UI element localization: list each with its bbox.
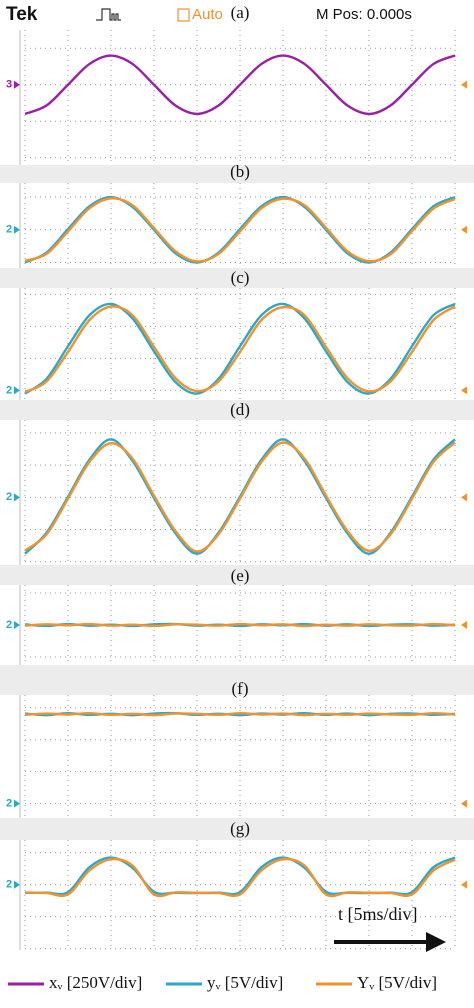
channel-marker: 2 <box>6 798 12 810</box>
legend-label: xᵥ [250V/div] <box>49 973 142 992</box>
channel-arrow <box>14 80 20 89</box>
panel-gap <box>0 165 474 183</box>
position: M Pos: 0.000s <box>316 6 412 23</box>
time-arrow-head <box>426 932 446 952</box>
panel-label: (e) <box>231 566 250 585</box>
panel-gap <box>0 818 474 840</box>
waveform <box>24 54 456 116</box>
panel: 2 (b) <box>0 162 474 268</box>
channel-arrow <box>14 621 20 629</box>
waveform <box>24 441 456 553</box>
trigger-mode: Auto <box>192 6 223 23</box>
panel: 2 (e) <box>0 565 474 665</box>
trigger-box <box>177 8 190 22</box>
channel-arrow <box>14 493 20 502</box>
ref-arrow <box>461 386 467 395</box>
ref-arrow <box>461 880 467 889</box>
waveform <box>24 712 456 717</box>
channel-marker: 2 <box>6 491 12 503</box>
channel-marker: 2 <box>6 384 12 396</box>
channel-marker: 2 <box>6 879 12 891</box>
waveform <box>24 197 456 263</box>
screen <box>20 30 460 165</box>
ref-arrow <box>461 80 467 89</box>
panel: 3 (a) <box>6 3 467 165</box>
screen <box>20 183 460 268</box>
channel-arrow <box>14 386 20 395</box>
legend: xᵥ [250V/div] yᵥ [5V/div] Yᵥ [5V/div] <box>0 958 474 1003</box>
panel-gap <box>0 400 474 420</box>
panel: 2 (d) <box>0 400 474 565</box>
channel-marker: 2 <box>6 224 12 236</box>
channel-marker: 2 <box>6 619 12 631</box>
channel-arrow <box>14 225 20 234</box>
ref-arrow <box>461 493 467 502</box>
ref-arrow <box>461 799 467 808</box>
waveform <box>24 305 456 394</box>
brand: Tek <box>6 4 38 25</box>
scope-header <box>0 0 474 30</box>
panel-label: (c) <box>231 268 250 287</box>
ref-arrow <box>461 621 467 629</box>
panel-label: (d) <box>230 400 250 419</box>
ref-arrow <box>461 225 467 234</box>
panels: 3 (a) 2 (b) 2 (c) 2 (d) 2 (e) 2 (f) 2 (g) <box>0 3 474 950</box>
channel-marker: 3 <box>6 79 12 91</box>
panel-gap <box>0 268 474 288</box>
panel: 2 (g) <box>0 818 474 950</box>
legend-background <box>0 958 474 1003</box>
panel-gap <box>0 665 474 695</box>
time-scale: t [5ms/div] <box>338 904 418 924</box>
channel-arrow <box>14 880 20 889</box>
waveform <box>24 857 456 898</box>
panel: 2 (c) <box>0 268 474 400</box>
legend-label: yᵥ [5V/div] <box>207 973 283 992</box>
panel-label: (g) <box>230 819 250 838</box>
panel: 2 (f) <box>0 665 474 818</box>
panel-gap <box>0 565 474 585</box>
trigger-icon <box>96 8 121 21</box>
screen <box>20 420 460 565</box>
waveform <box>24 622 456 628</box>
panel-label: (a) <box>231 3 250 22</box>
channel-arrow <box>14 799 20 808</box>
panel-label: (b) <box>230 162 250 181</box>
panel-label: (f) <box>232 679 249 698</box>
legend-label: Yᵥ [5V/div] <box>357 973 437 992</box>
